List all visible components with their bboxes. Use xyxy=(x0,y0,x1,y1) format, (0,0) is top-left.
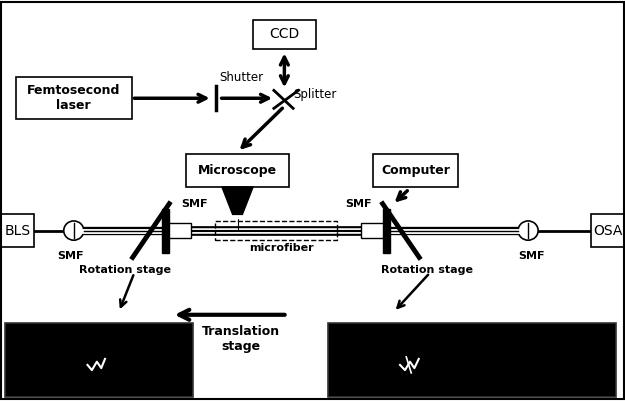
Bar xyxy=(361,223,382,238)
Bar xyxy=(374,154,458,187)
Text: microfiber: microfiber xyxy=(249,243,314,253)
Polygon shape xyxy=(222,187,253,216)
Text: SMF: SMF xyxy=(58,251,84,261)
Text: Translation
stage: Translation stage xyxy=(201,325,280,353)
Text: SMF: SMF xyxy=(346,198,372,209)
Bar xyxy=(328,323,616,397)
Text: Computer: Computer xyxy=(381,164,450,177)
Text: OSA: OSA xyxy=(592,224,622,237)
Text: Splitter: Splitter xyxy=(294,88,337,101)
Text: Microscope: Microscope xyxy=(198,164,277,177)
Ellipse shape xyxy=(64,221,84,240)
Text: Rotation stage: Rotation stage xyxy=(79,265,171,275)
Text: SMF: SMF xyxy=(518,251,544,261)
Ellipse shape xyxy=(518,221,538,240)
Bar xyxy=(215,221,336,240)
Text: CCD: CCD xyxy=(269,27,299,41)
Text: Rotation stage: Rotation stage xyxy=(381,265,473,275)
Bar xyxy=(382,209,390,253)
Text: SMF: SMF xyxy=(181,198,208,209)
Bar xyxy=(186,154,289,187)
Bar xyxy=(162,209,169,253)
Bar xyxy=(5,323,192,397)
Text: Femtosecond
laser: Femtosecond laser xyxy=(27,84,121,112)
Text: Shutter: Shutter xyxy=(219,71,263,84)
Bar xyxy=(169,223,191,238)
Bar xyxy=(591,214,624,247)
Bar xyxy=(253,20,316,49)
Bar xyxy=(1,214,34,247)
Bar xyxy=(16,77,132,119)
Text: BLS: BLS xyxy=(4,224,31,237)
